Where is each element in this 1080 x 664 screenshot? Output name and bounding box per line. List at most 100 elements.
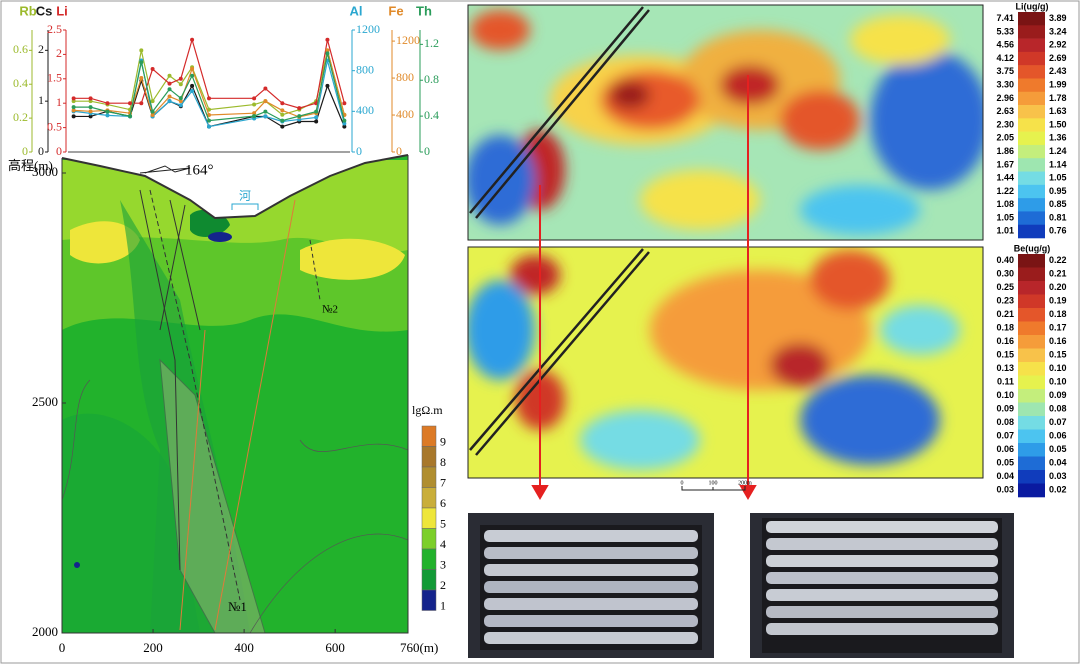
data-point [314,119,319,124]
y-tick-label: 1 [56,95,62,109]
colorbar-label: 1.86 [996,146,1014,156]
y-tick-label: 800 [356,62,374,76]
colorbar-title: Li(ug/g) [1016,1,1049,11]
data-point [178,76,183,81]
y-tick-label: 0 [396,144,402,158]
colorbar-cell [1018,224,1045,239]
data-point [88,114,93,119]
data-point [207,124,211,129]
fault [469,6,650,219]
colorbar-label: 0.21 [1049,269,1067,279]
fault-label: №1 [228,599,247,614]
data-point [342,124,347,129]
colorbar-label: 0.03 [1049,471,1067,481]
data-point [280,108,285,113]
data-point [178,96,183,101]
colorbar-cell [1018,211,1045,226]
data-point [325,51,330,56]
x-tick-label: 760(m) [400,640,438,655]
legend-swatch [421,446,437,468]
data-point [71,114,76,119]
colorbar-label: 1.99 [1049,79,1067,89]
colorbar-label: 0.20 [1049,282,1067,292]
legend-label: 9 [440,434,446,448]
colorbar-cell [1018,184,1045,199]
colorbar-label: 0.15 [1049,350,1067,360]
data-point [178,82,183,87]
data-point [252,114,257,119]
data-point [297,114,302,119]
colorbar-cell [1018,198,1045,212]
legend-label: 6 [440,496,446,510]
colorbar-cell [1018,483,1045,498]
data-point [252,102,257,107]
colorbar-label: 2.63 [996,106,1014,116]
map-border [467,4,984,241]
y-tick-label: 0 [22,144,28,158]
colorbar-cell [1018,38,1045,53]
data-point [263,114,268,119]
profile-arrows [531,75,757,500]
colorbar-cell [1018,131,1045,146]
colorbar-label: 0.22 [1049,255,1067,265]
colorbar-label: 1.08 [996,199,1014,209]
colorbar-label: 2.92 [1049,40,1067,50]
legend-label: 8 [440,455,446,469]
axis-frame [61,155,409,634]
colorbar-label: 0.08 [996,417,1014,427]
colorbar-label: 1.05 [996,212,1014,222]
data-point [150,99,155,104]
axis-title: Rb [19,3,36,18]
data-point [297,106,302,111]
colorbar-cell [1018,91,1045,106]
legend-swatch [421,466,437,488]
data-point [325,83,330,88]
azimuth: 164° [185,162,214,178]
legend-label: 2 [440,578,446,592]
colorbar-label: 0.08 [1049,404,1067,414]
colorbar-cell [1018,254,1045,268]
data-point [139,101,144,106]
colorbar-cell [1018,402,1045,417]
scale-label: 0 [681,480,684,486]
data-point [139,48,144,53]
data-point [105,109,110,114]
colorbar-cell [1018,105,1045,119]
colorbar-label: 3.75 [996,66,1014,76]
colorbar-label: 0.16 [1049,336,1067,346]
x-tick-label: 200 [143,640,163,655]
colorbar-label: 0.18 [996,323,1014,333]
data-point [71,108,76,113]
colorbar-label: 0.04 [996,471,1014,481]
colorbar-label: 0.81 [1049,212,1067,222]
colorbar-label: 0.06 [996,444,1014,454]
colorbar-cell [1018,335,1045,349]
colorbar-cell [1018,78,1045,93]
colorbar-label: 2.69 [1049,53,1067,63]
y-tick-label: 3000 [32,164,58,179]
data-point [71,96,76,101]
x-tick-label: 600 [325,640,345,655]
colorbar-label: 0.04 [1049,458,1067,468]
colorbar-label: 0.40 [996,255,1014,265]
data-point [105,113,110,118]
direction-arrow [139,165,191,174]
legend-label: 7 [440,475,446,489]
colorbar-label: 0.09 [1049,390,1067,400]
y-tick-label: 0 [356,144,362,158]
data-point [207,96,211,101]
scale-bar [681,486,746,491]
data-point [88,99,93,104]
colorbar-label: 0.02 [1049,485,1067,495]
colorbar-cell [1018,348,1045,363]
data-point [342,121,347,126]
colorbar-label: 1.01 [996,226,1014,236]
data-point [314,109,319,114]
colorbar-label: 2.05 [996,133,1014,143]
data-point [139,76,144,81]
y-tick-label: 2 [56,46,62,60]
colorbar-cell [1018,294,1045,309]
scale-label: 100 [709,480,718,486]
data-point [167,99,172,104]
